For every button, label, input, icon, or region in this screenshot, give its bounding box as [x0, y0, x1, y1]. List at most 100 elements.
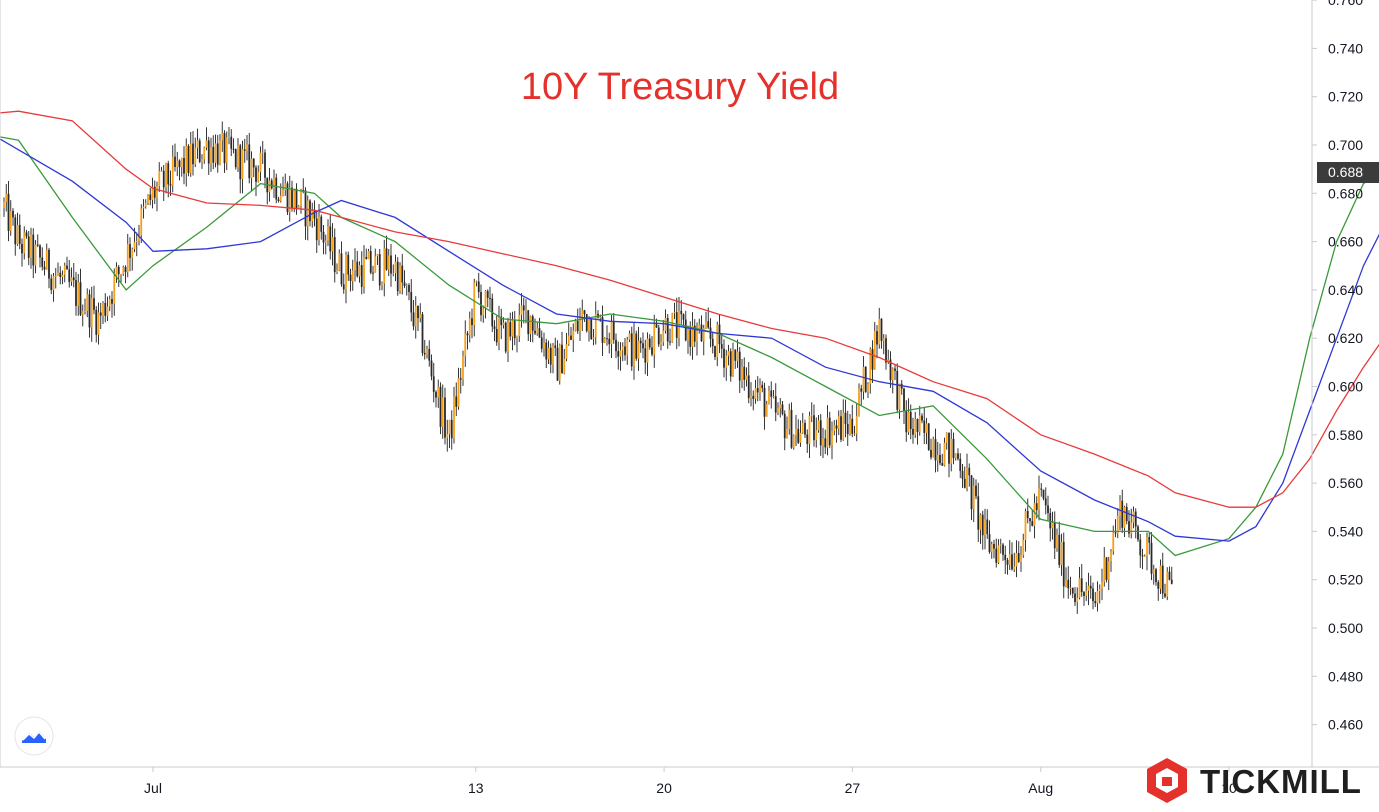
candle	[117, 264, 120, 287]
candle	[1044, 487, 1047, 515]
candle	[603, 337, 606, 344]
candle	[646, 332, 649, 377]
candle	[1017, 541, 1020, 563]
last-price-tag-bg	[1317, 162, 1379, 183]
candle	[968, 463, 971, 487]
candle	[448, 419, 451, 449]
candle	[525, 299, 527, 324]
candle	[284, 173, 287, 196]
candle	[986, 509, 989, 539]
candle	[808, 411, 811, 458]
candle	[115, 262, 118, 283]
candle	[529, 315, 532, 343]
last-price-label: 0.688	[1328, 164, 1363, 180]
candle	[309, 199, 311, 227]
candle	[196, 128, 199, 159]
candle	[120, 273, 122, 283]
candle	[1069, 576, 1072, 596]
candle	[642, 332, 644, 359]
candle	[507, 317, 509, 362]
moving-average-line-2	[0, 138, 1379, 542]
candle	[475, 280, 478, 287]
candle	[732, 342, 734, 377]
candle	[99, 302, 102, 330]
candle	[894, 363, 896, 381]
candle	[401, 253, 404, 295]
candle	[351, 259, 354, 291]
candle	[57, 262, 59, 277]
candle	[939, 443, 941, 466]
candle	[772, 389, 775, 399]
candle	[315, 210, 318, 253]
candle	[360, 251, 363, 295]
candle	[779, 397, 782, 418]
candle	[192, 131, 194, 176]
candle	[381, 281, 383, 291]
y-tick-label: 0.540	[1328, 523, 1363, 539]
candle	[286, 181, 289, 215]
candle	[306, 195, 309, 241]
candle	[423, 339, 426, 360]
candle	[835, 419, 838, 443]
candle	[639, 337, 642, 353]
tickmill-logo: TICKMILL	[1147, 758, 1361, 803]
candle	[387, 249, 390, 277]
candle	[792, 434, 795, 450]
y-tick-label: 0.700	[1328, 137, 1363, 153]
candle	[840, 409, 842, 443]
candle	[30, 227, 32, 269]
candle	[948, 432, 950, 478]
candle	[900, 380, 903, 395]
candle	[963, 466, 966, 489]
candle	[54, 268, 57, 289]
candle	[680, 300, 683, 326]
candle	[239, 143, 242, 194]
candle	[678, 296, 680, 347]
candle	[77, 274, 80, 316]
candle	[1087, 572, 1090, 606]
tradingview-icon[interactable]	[14, 716, 54, 756]
candle	[473, 278, 476, 337]
candle	[759, 378, 761, 401]
candle	[608, 332, 611, 354]
candle	[3, 197, 5, 217]
candle	[36, 234, 39, 248]
last-price-tag: 0.688	[1317, 162, 1379, 183]
candle	[754, 379, 757, 404]
candle	[1062, 532, 1065, 599]
candle	[567, 322, 570, 346]
candle	[151, 177, 154, 209]
candle	[25, 229, 28, 239]
candle	[18, 214, 21, 250]
y-tick-label: 0.680	[1328, 185, 1363, 201]
candle	[693, 319, 696, 348]
candle	[768, 385, 770, 405]
y-tick-label: 0.580	[1328, 427, 1363, 443]
candle	[763, 382, 766, 430]
candle	[907, 398, 910, 435]
candle	[950, 429, 953, 472]
candle	[1112, 525, 1115, 555]
candle	[1105, 557, 1108, 583]
candle	[1080, 564, 1083, 597]
candle	[745, 367, 748, 387]
candle	[237, 138, 239, 172]
x-tick-label: 27	[845, 780, 861, 796]
candle	[657, 324, 660, 347]
candle	[1011, 542, 1013, 571]
y-tick-label: 0.460	[1328, 717, 1363, 733]
candle	[1159, 559, 1162, 595]
candle	[590, 318, 593, 340]
candle	[765, 400, 768, 417]
candle	[113, 268, 116, 316]
candle	[144, 199, 147, 209]
candle	[867, 382, 869, 399]
candle	[417, 305, 419, 331]
candle	[50, 274, 53, 295]
candle	[1076, 587, 1079, 614]
candle	[734, 349, 737, 369]
candle	[176, 151, 179, 177]
candle	[842, 399, 845, 441]
candle	[885, 334, 887, 370]
